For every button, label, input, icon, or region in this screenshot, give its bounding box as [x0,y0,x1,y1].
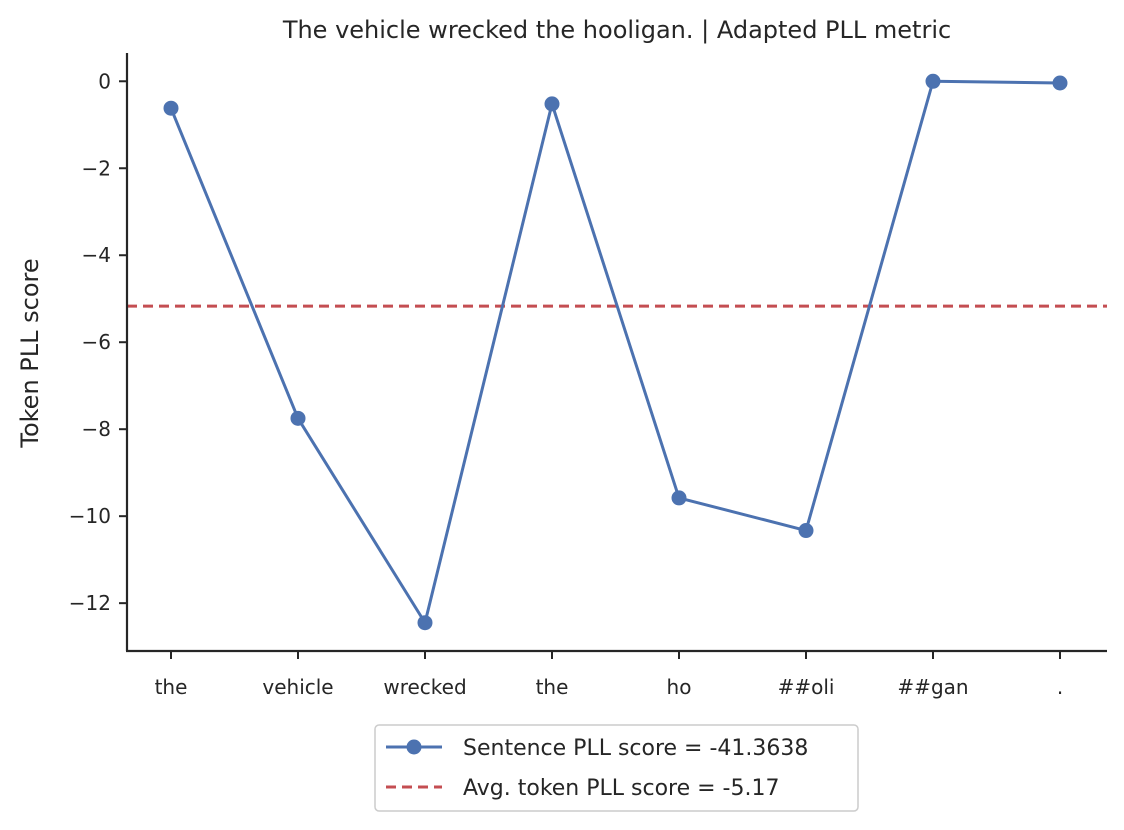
y-tick-label: −2 [82,156,111,180]
legend-series-marker-swatch [406,739,422,755]
x-tick-label: vehicle [262,675,333,699]
data-point [671,490,687,506]
data-point [1052,75,1068,91]
legend-average-label: Avg. token PLL score = -5.17 [463,776,779,801]
x-tick-label: the [536,675,569,699]
x-tick-label: the [155,675,188,699]
y-tick-label: −12 [69,591,111,615]
legend-frame [374,724,859,812]
x-tick-label: ho [667,675,692,699]
x-tick-label: ##gan [897,675,968,699]
data-point [798,523,814,539]
y-tick-label: −10 [69,504,111,528]
data-point [925,73,941,89]
y-tick-label: −6 [82,330,111,354]
series-line [169,79,1061,625]
y-axis-ticks: 0 −2 −4 −6 −8 −10 −12 [69,69,127,615]
data-point [163,100,179,116]
legend: Sentence PLL score = -41.3638 Avg. token… [374,724,859,812]
plot-area [127,73,1107,631]
x-axis-ticks: the vehicle wrecked the ho ##oli ##gan. [155,651,1063,699]
y-axis-label: Token PLL score [16,258,44,448]
chart-title: The vehicle wrecked the hooligan. | Adap… [282,16,951,44]
data-point [290,410,306,426]
y-tick-label: 0 [98,69,111,93]
data-point [544,96,560,112]
x-tick-label: . [1057,675,1063,699]
data-point [417,615,433,631]
legend-series-label: Sentence PLL score = -41.3638 [463,736,808,761]
x-tick-label: wrecked [383,675,466,699]
x-tick-label: ##oli [778,675,835,699]
y-tick-label: −8 [82,417,111,441]
y-tick-label: −4 [82,243,111,267]
